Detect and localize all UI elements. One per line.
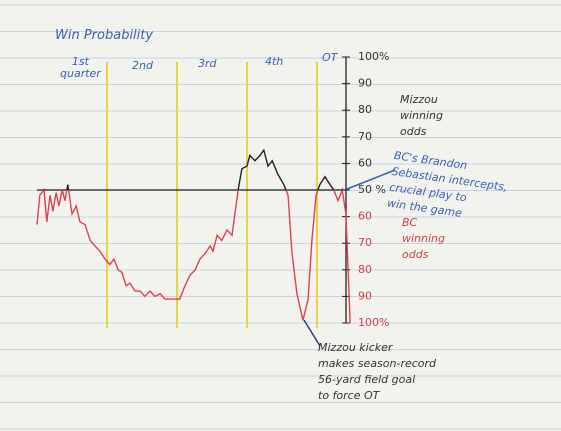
pointer: [303, 319, 321, 347]
y-tick-label: 90: [358, 77, 372, 90]
y-tick-label: 80: [358, 263, 372, 276]
y-tick-label: 80: [358, 103, 372, 116]
win-line-above: [43, 148, 343, 190]
y-tick-label: 100%: [358, 316, 389, 329]
pointer: [346, 169, 396, 190]
chart-title: Win Probability: [55, 28, 154, 43]
win-line-below: [36, 190, 351, 324]
quarter-label: 3rd: [198, 57, 217, 70]
paper-lines: [0, 4, 561, 430]
quarter-label: OT: [322, 51, 338, 64]
y-tick-label: 60: [358, 156, 372, 169]
y-tick-label: 60: [358, 210, 372, 223]
y-tick-label: 70: [358, 236, 372, 249]
y-tick-label: 70: [358, 130, 372, 143]
annotation: BC winning odds: [402, 216, 446, 261]
annotation: Mizzou winning odds: [400, 93, 444, 138]
quarter-label: 2nd: [132, 59, 153, 72]
y-tick-label: 50 %: [358, 183, 386, 196]
quarter-label: 1st quarter: [60, 55, 101, 80]
y-tick-label: 90: [358, 289, 372, 302]
quarter-label: 4th: [265, 55, 284, 68]
y-tick-label: 100%: [358, 50, 389, 63]
annotation: Mizzou kicker makes season-record 56-yar…: [318, 341, 437, 402]
